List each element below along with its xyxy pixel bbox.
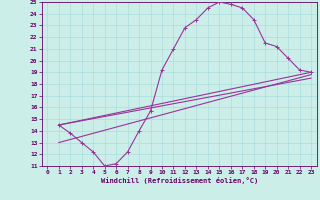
X-axis label: Windchill (Refroidissement éolien,°C): Windchill (Refroidissement éolien,°C) <box>100 177 258 184</box>
